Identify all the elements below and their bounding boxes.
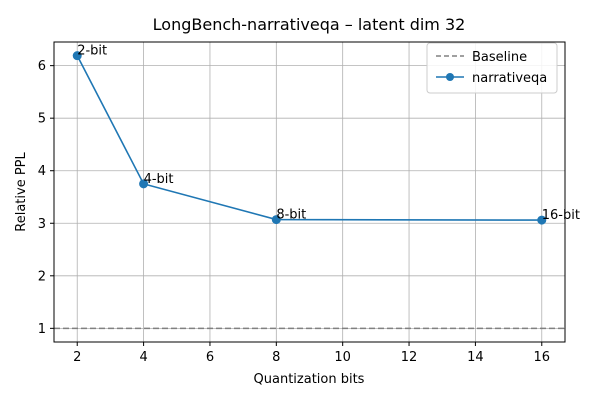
x-tick-label: 12 xyxy=(401,350,418,365)
legend-baseline-label: Baseline xyxy=(472,50,527,65)
x-tick-label: 8 xyxy=(272,350,280,365)
legend-series-label: narrativeqa xyxy=(472,71,547,86)
x-tick-label: 10 xyxy=(334,350,351,365)
point-label: 16-bit xyxy=(542,208,580,223)
point-label: 8-bit xyxy=(276,208,306,223)
x-axis-label: Quantization bits xyxy=(254,372,365,387)
series-line xyxy=(76,55,542,221)
point-label: 4-bit xyxy=(144,172,174,187)
plot-frame xyxy=(53,41,566,343)
y-axis-label: Relative PPL xyxy=(14,152,29,232)
legend: Baseline narrativeqa xyxy=(426,42,558,94)
legend-series-marker xyxy=(446,73,454,81)
x-tick-label: 2 xyxy=(73,350,81,365)
y-tick-label: 6 xyxy=(38,59,46,74)
y-tick-label: 2 xyxy=(38,269,46,284)
point-label: 2-bit xyxy=(77,44,107,59)
x-tick-label: 16 xyxy=(533,350,550,365)
legend-box xyxy=(426,42,558,94)
x-tick-label: 6 xyxy=(206,350,214,365)
data-point xyxy=(139,179,149,189)
data-point xyxy=(537,215,547,225)
y-tick-label: 3 xyxy=(38,217,46,232)
series-layer: 2-bit 4-bit 8-bit 16-bit xyxy=(72,44,580,225)
y-tick-label: 4 xyxy=(38,164,46,179)
chart-title: LongBench-narrativeqa – latent dim 32 xyxy=(153,15,466,34)
x-tick-label: 14 xyxy=(467,350,484,365)
y-tick-label: 5 xyxy=(38,112,46,127)
data-point xyxy=(271,215,281,225)
y-tick-label: 1 xyxy=(38,322,46,337)
x-tick-label: 4 xyxy=(139,350,147,365)
data-point xyxy=(72,51,82,61)
